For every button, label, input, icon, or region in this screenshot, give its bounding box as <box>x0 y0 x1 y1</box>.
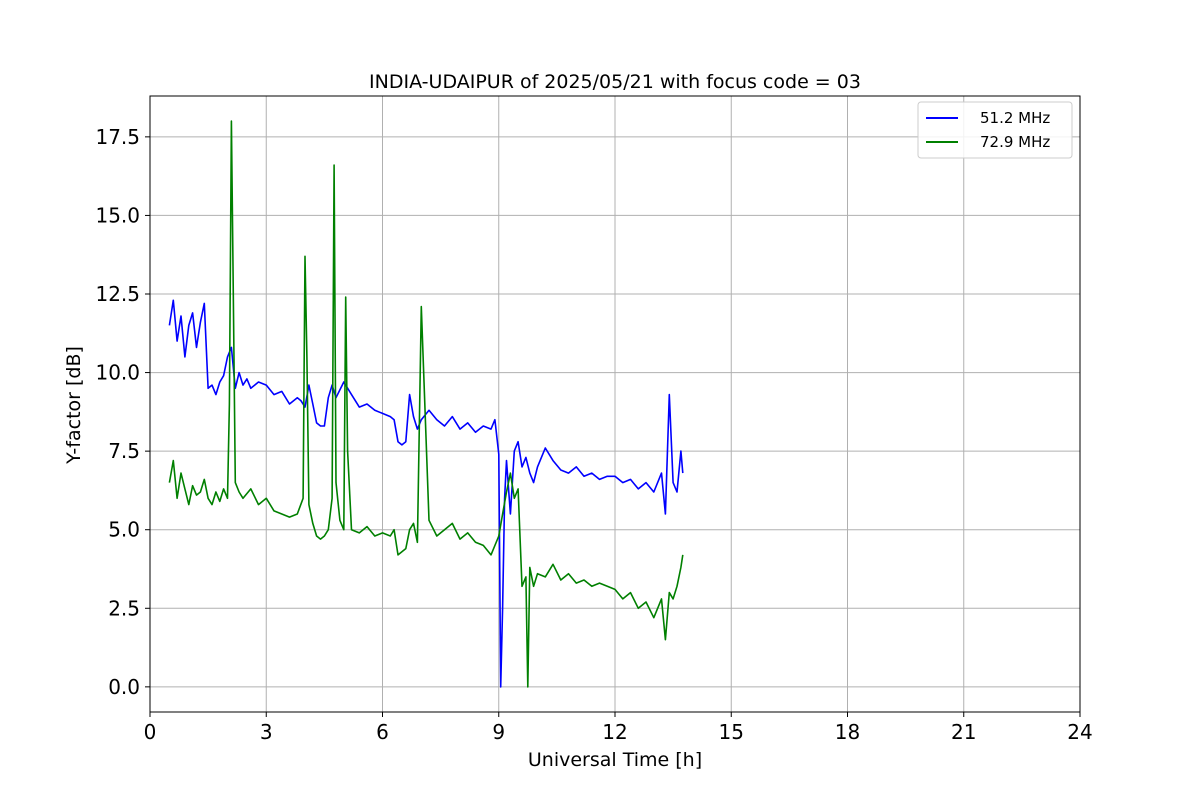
x-tick-label: 21 <box>951 720 976 744</box>
x-tick-label: 9 <box>492 720 505 744</box>
x-tick-label: 12 <box>602 720 627 744</box>
legend-label: 51.2 MHz <box>980 109 1050 127</box>
chart-title: INDIA-UDAIPUR of 2025/05/21 with focus c… <box>369 71 861 93</box>
y-tick-label: 15.0 <box>95 203 140 227</box>
y-tick-label: 7.5 <box>108 439 140 463</box>
y-tick-label: 2.5 <box>108 596 140 620</box>
series-line-1 <box>168 299 684 688</box>
x-tick-label: 3 <box>260 720 273 744</box>
x-tick-label: 24 <box>1067 720 1092 744</box>
y-tick-label: 10.0 <box>95 361 140 385</box>
legend-label: 72.9 MHz <box>980 133 1050 151</box>
y-tick-label: 5.0 <box>108 518 140 542</box>
x-tick-label: 15 <box>719 720 744 744</box>
series-line-2 <box>168 120 684 688</box>
x-axis: 0 3 6 9 12 15 18 21 24 <box>144 712 1093 744</box>
x-axis-label: Universal Time [h] <box>528 749 702 771</box>
y-axis-label: Y-factor [dB] <box>63 346 85 465</box>
x-tick-label: 6 <box>376 720 389 744</box>
series-layer <box>168 120 684 688</box>
y-axis: 0.0 2.5 5.0 7.5 10.0 12.5 15.0 17.5 <box>95 125 150 699</box>
x-tick-label: 18 <box>835 720 860 744</box>
y-tick-label: 12.5 <box>95 282 140 306</box>
y-tick-label: 0.0 <box>108 675 140 699</box>
legend-box <box>917 101 1073 159</box>
y-tick-label: 17.5 <box>95 125 140 149</box>
legend: 51.2 MHz 72.9 MHz <box>917 101 1073 159</box>
x-tick-label: 0 <box>144 720 157 744</box>
